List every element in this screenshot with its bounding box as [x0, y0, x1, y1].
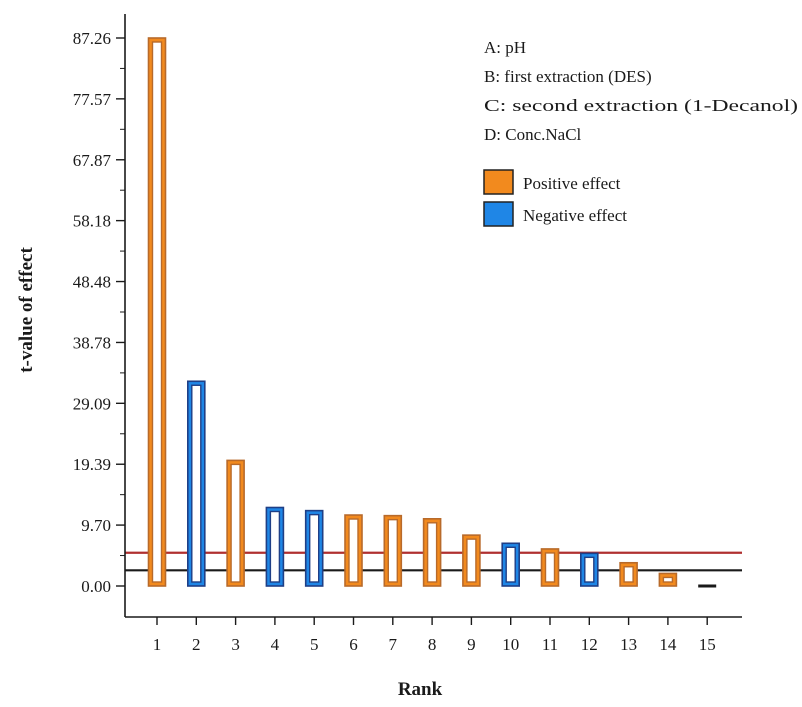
y-tick-label: 38.78: [73, 333, 111, 352]
bar-inner: [348, 518, 359, 583]
bar-inner: [191, 384, 202, 583]
x-axis-title: Rank: [398, 679, 443, 700]
x-tick-label: 9: [467, 635, 476, 654]
bar-inner: [151, 41, 163, 583]
legend: Positive effect Negative effect: [483, 169, 627, 227]
y-ticks: 0.00 9.70 19.39 29.09 38.78 48.48 58.18 67.87 77…: [73, 29, 125, 596]
bar-rank-6: [344, 514, 363, 587]
bar-rank-9: [462, 534, 481, 587]
bar-inner: [584, 556, 595, 583]
bar-inner: [309, 513, 320, 583]
bar-rank-11: [540, 548, 560, 587]
bar-inner: [230, 463, 241, 583]
legend-label-negative: Negative effect: [523, 206, 627, 225]
factor-key-c: C: second extraction (1-Decanol): [484, 96, 798, 115]
y-tick-label: 19.39: [73, 455, 111, 474]
bar-inner: [662, 576, 674, 583]
y-tick-label: 87.26: [73, 29, 111, 48]
x-ticks: 1 2 3 4 5 6 7 8 9 10 11 12 13 14 15: [153, 617, 716, 654]
y-tick-label: 48.48: [73, 273, 111, 292]
legend-swatch-positive: [483, 169, 514, 195]
y-tick-label: 9.70: [81, 516, 111, 535]
legend-label-positive: Positive effect: [523, 174, 621, 193]
y-tick-label: 58.18: [73, 212, 111, 231]
y-tick-label: 29.09: [73, 394, 111, 413]
x-tick-label: 13: [620, 635, 637, 654]
x-tick-label: 3: [231, 635, 240, 654]
bar-inner: [544, 552, 556, 583]
bar-rank-12: [579, 552, 599, 587]
x-tick-label: 15: [699, 635, 716, 654]
x-tick-label: 5: [310, 635, 319, 654]
y-tick-label: 67.87: [73, 151, 112, 170]
bar-rank-13: [619, 561, 638, 587]
x-tick-label: 1: [153, 635, 162, 654]
bars: [147, 37, 717, 588]
y-axis-title: t-value of effect: [16, 247, 37, 373]
factor-key-d: D: Conc.NaCl: [484, 125, 582, 144]
bar-inner: [505, 546, 516, 583]
x-tick-label: 7: [389, 635, 398, 654]
bar-rank-10: [501, 542, 521, 587]
y-tick-label: 77.57: [73, 90, 112, 109]
x-tick-label: 4: [271, 635, 280, 654]
bar-inner: [269, 510, 281, 583]
x-tick-label: 11: [542, 635, 558, 654]
axes: [124, 14, 742, 618]
x-tick-label: 2: [192, 635, 201, 654]
bar-inner: [623, 566, 634, 583]
bar-rank-2: [187, 380, 206, 587]
bar-inner: [387, 518, 398, 583]
x-tick-label: 10: [502, 635, 519, 654]
bar-rank-7: [383, 514, 403, 587]
x-tick-label: 8: [428, 635, 437, 654]
factor-key-b: B: first extraction (DES): [484, 67, 652, 86]
legend-swatch-negative: [483, 201, 514, 227]
bar-rank-5: [304, 509, 324, 587]
bar-rank-8: [422, 518, 442, 587]
bar-inner: [426, 522, 438, 583]
bar-inner: [466, 538, 477, 583]
bar-rank-1: [147, 37, 167, 587]
x-tick-label: 14: [659, 635, 677, 654]
bar-rank-4: [265, 506, 285, 587]
x-tick-label: 12: [581, 635, 598, 654]
bar-rank-3: [226, 459, 245, 587]
bar-rank-14: [658, 572, 678, 587]
y-tick-label: 0.00: [81, 577, 111, 596]
x-tick-label: 6: [349, 635, 358, 654]
factor-key: A: pH B: first extraction (DES) C: secon…: [484, 38, 798, 144]
factor-key-a: A: pH: [484, 38, 526, 57]
